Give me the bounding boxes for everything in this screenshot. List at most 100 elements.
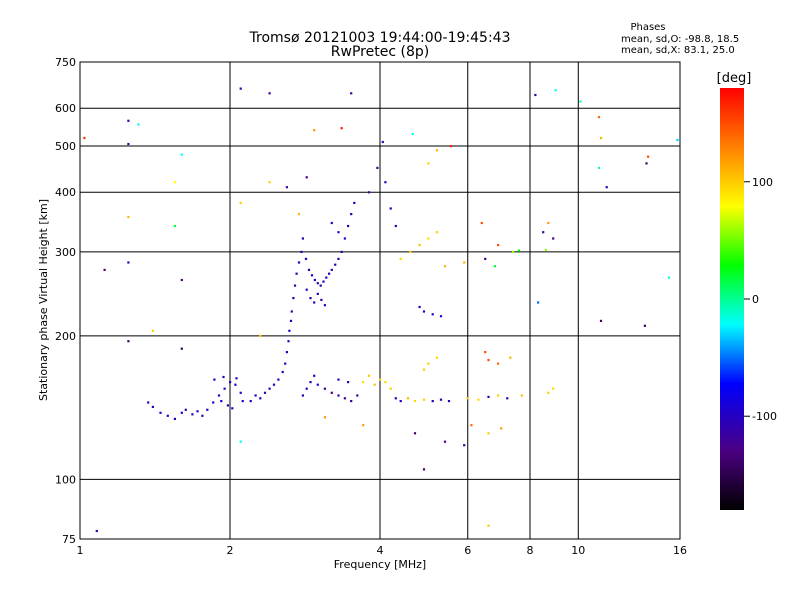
grid-lines — [80, 62, 680, 539]
colorbar-tick-label: 0 — [752, 293, 759, 306]
data-point — [330, 221, 333, 225]
data-point — [305, 176, 308, 179]
data-point — [307, 268, 311, 271]
data-point — [431, 400, 434, 403]
data-point — [239, 87, 242, 90]
data-point — [268, 181, 271, 184]
data-point — [520, 394, 523, 397]
y-tick-label: 500 — [55, 140, 76, 153]
data-point — [427, 237, 430, 240]
data-point — [103, 268, 106, 271]
data-point — [259, 397, 262, 400]
data-point — [180, 347, 183, 350]
data-point — [447, 400, 451, 403]
data-point — [184, 408, 187, 411]
data-point — [337, 257, 340, 260]
data-point — [191, 413, 194, 416]
data-point — [399, 400, 402, 403]
data-point — [497, 244, 500, 247]
data-point — [487, 432, 490, 435]
data-point — [463, 261, 466, 264]
data-point — [427, 162, 430, 165]
x-tick-label: 16 — [673, 544, 687, 557]
data-point — [373, 383, 376, 386]
data-point — [213, 378, 216, 381]
data-point — [413, 400, 417, 403]
data-point — [547, 391, 550, 394]
data-point — [376, 166, 379, 169]
data-point — [173, 417, 176, 420]
data-point — [147, 401, 150, 404]
data-point — [500, 427, 503, 430]
data-point — [394, 397, 397, 400]
axis-ticks: 1 2 4 6 8 10 16 75 100 200 300 400 500 600 750 — [55, 56, 687, 557]
y-tick-label: 300 — [55, 246, 76, 259]
data-point — [676, 138, 679, 142]
data-point — [281, 370, 284, 374]
data-point — [597, 116, 601, 119]
data-point — [239, 201, 242, 204]
data-point — [316, 282, 319, 285]
colorbar-tick-label: -100 — [752, 410, 777, 423]
data-point — [466, 397, 469, 400]
data-point — [645, 162, 648, 165]
data-point — [304, 257, 308, 260]
data-point — [422, 310, 426, 313]
data-point — [305, 288, 308, 291]
phases-info-x: mean, sd,X: 83.1, 25.0 — [621, 45, 735, 56]
data-point — [517, 249, 521, 252]
data-point — [226, 404, 229, 407]
data-point — [356, 394, 359, 397]
data-point — [643, 324, 646, 327]
data-point — [127, 215, 130, 219]
data-point — [127, 340, 130, 343]
data-point — [180, 153, 183, 156]
data-point — [83, 136, 86, 140]
y-axis-label: Stationary phase Virtual Height [km] — [37, 199, 50, 401]
data-point — [487, 359, 490, 362]
data-point — [328, 272, 331, 275]
y-tick-label: 750 — [55, 56, 76, 69]
data-point — [229, 381, 232, 384]
colorbar — [720, 88, 744, 510]
data-point — [667, 276, 671, 279]
data-point — [323, 387, 326, 390]
data-point — [411, 132, 414, 136]
data-point — [497, 394, 500, 397]
data-point — [234, 383, 237, 386]
data-point — [249, 400, 252, 403]
data-point — [487, 395, 490, 398]
data-point — [180, 278, 183, 282]
data-point — [384, 381, 387, 384]
data-point — [343, 237, 346, 240]
data-point — [305, 387, 308, 390]
data-point — [201, 414, 204, 417]
data-point — [418, 305, 421, 309]
y-tick-label: 200 — [55, 330, 76, 343]
y-tick-label: 400 — [55, 186, 76, 199]
data-point — [337, 231, 340, 234]
data-point — [418, 244, 421, 247]
data-point — [330, 391, 333, 394]
data-point — [159, 411, 162, 414]
data-point — [334, 263, 337, 266]
data-point — [443, 440, 447, 443]
data-point — [325, 276, 328, 279]
data-point — [484, 257, 487, 260]
data-point — [206, 408, 209, 411]
data-point — [180, 411, 183, 414]
data-point — [196, 410, 199, 413]
data-point — [384, 181, 387, 184]
data-point — [605, 186, 608, 189]
data-points — [83, 87, 679, 533]
plot-frame — [79, 61, 681, 540]
data-point — [340, 127, 343, 130]
data-point — [285, 351, 288, 354]
data-point — [389, 207, 392, 210]
data-point — [599, 319, 603, 322]
data-point — [362, 424, 365, 427]
data-point — [241, 400, 244, 403]
data-point — [313, 374, 316, 377]
data-point — [313, 278, 316, 282]
